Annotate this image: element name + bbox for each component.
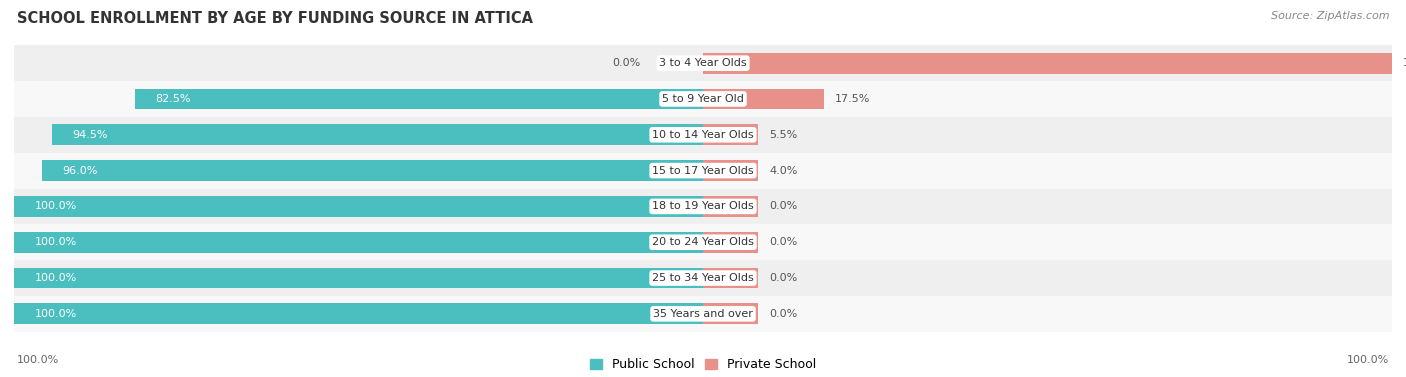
Text: 96.0%: 96.0% bbox=[62, 166, 97, 176]
Text: 0.0%: 0.0% bbox=[769, 201, 797, 211]
Bar bbox=[14, 232, 703, 253]
Text: 10 to 14 Year Olds: 10 to 14 Year Olds bbox=[652, 130, 754, 140]
Bar bbox=[14, 196, 703, 217]
Text: 100.0%: 100.0% bbox=[1347, 355, 1389, 365]
Text: 82.5%: 82.5% bbox=[155, 94, 191, 104]
Text: 0.0%: 0.0% bbox=[769, 237, 797, 247]
Text: 100.0%: 100.0% bbox=[35, 273, 77, 283]
Bar bbox=[14, 296, 1392, 332]
Bar bbox=[703, 124, 758, 145]
Bar bbox=[14, 45, 1392, 81]
Text: 18 to 19 Year Olds: 18 to 19 Year Olds bbox=[652, 201, 754, 211]
Bar bbox=[42, 160, 703, 181]
Text: 0.0%: 0.0% bbox=[613, 58, 641, 68]
Bar bbox=[52, 124, 703, 145]
Text: 100.0%: 100.0% bbox=[35, 237, 77, 247]
Text: 4.0%: 4.0% bbox=[769, 166, 797, 176]
Text: 5 to 9 Year Old: 5 to 9 Year Old bbox=[662, 94, 744, 104]
Text: 100.0%: 100.0% bbox=[17, 355, 59, 365]
Text: 0.0%: 0.0% bbox=[769, 273, 797, 283]
Bar bbox=[703, 268, 758, 288]
Text: 100.0%: 100.0% bbox=[1403, 58, 1406, 68]
Bar bbox=[14, 188, 1392, 224]
Text: 15 to 17 Year Olds: 15 to 17 Year Olds bbox=[652, 166, 754, 176]
Bar bbox=[14, 81, 1392, 117]
Bar bbox=[14, 224, 1392, 260]
Text: 20 to 24 Year Olds: 20 to 24 Year Olds bbox=[652, 237, 754, 247]
Bar bbox=[703, 232, 758, 253]
Bar bbox=[703, 53, 1392, 74]
Bar bbox=[135, 89, 703, 109]
Text: Source: ZipAtlas.com: Source: ZipAtlas.com bbox=[1271, 11, 1389, 21]
Legend: Public School, Private School: Public School, Private School bbox=[589, 359, 817, 371]
Text: 100.0%: 100.0% bbox=[35, 309, 77, 319]
Text: 94.5%: 94.5% bbox=[73, 130, 108, 140]
Bar bbox=[14, 303, 703, 324]
Text: 5.5%: 5.5% bbox=[769, 130, 797, 140]
Text: 25 to 34 Year Olds: 25 to 34 Year Olds bbox=[652, 273, 754, 283]
Text: 35 Years and over: 35 Years and over bbox=[652, 309, 754, 319]
Bar bbox=[14, 260, 1392, 296]
Bar bbox=[703, 303, 758, 324]
Bar bbox=[14, 117, 1392, 153]
Text: SCHOOL ENROLLMENT BY AGE BY FUNDING SOURCE IN ATTICA: SCHOOL ENROLLMENT BY AGE BY FUNDING SOUR… bbox=[17, 11, 533, 26]
Bar bbox=[14, 153, 1392, 188]
Bar bbox=[14, 268, 703, 288]
Text: 100.0%: 100.0% bbox=[35, 201, 77, 211]
Bar bbox=[703, 160, 758, 181]
Bar bbox=[703, 196, 758, 217]
Text: 0.0%: 0.0% bbox=[769, 309, 797, 319]
Bar bbox=[703, 89, 824, 109]
Text: 17.5%: 17.5% bbox=[835, 94, 870, 104]
Text: 3 to 4 Year Olds: 3 to 4 Year Olds bbox=[659, 58, 747, 68]
